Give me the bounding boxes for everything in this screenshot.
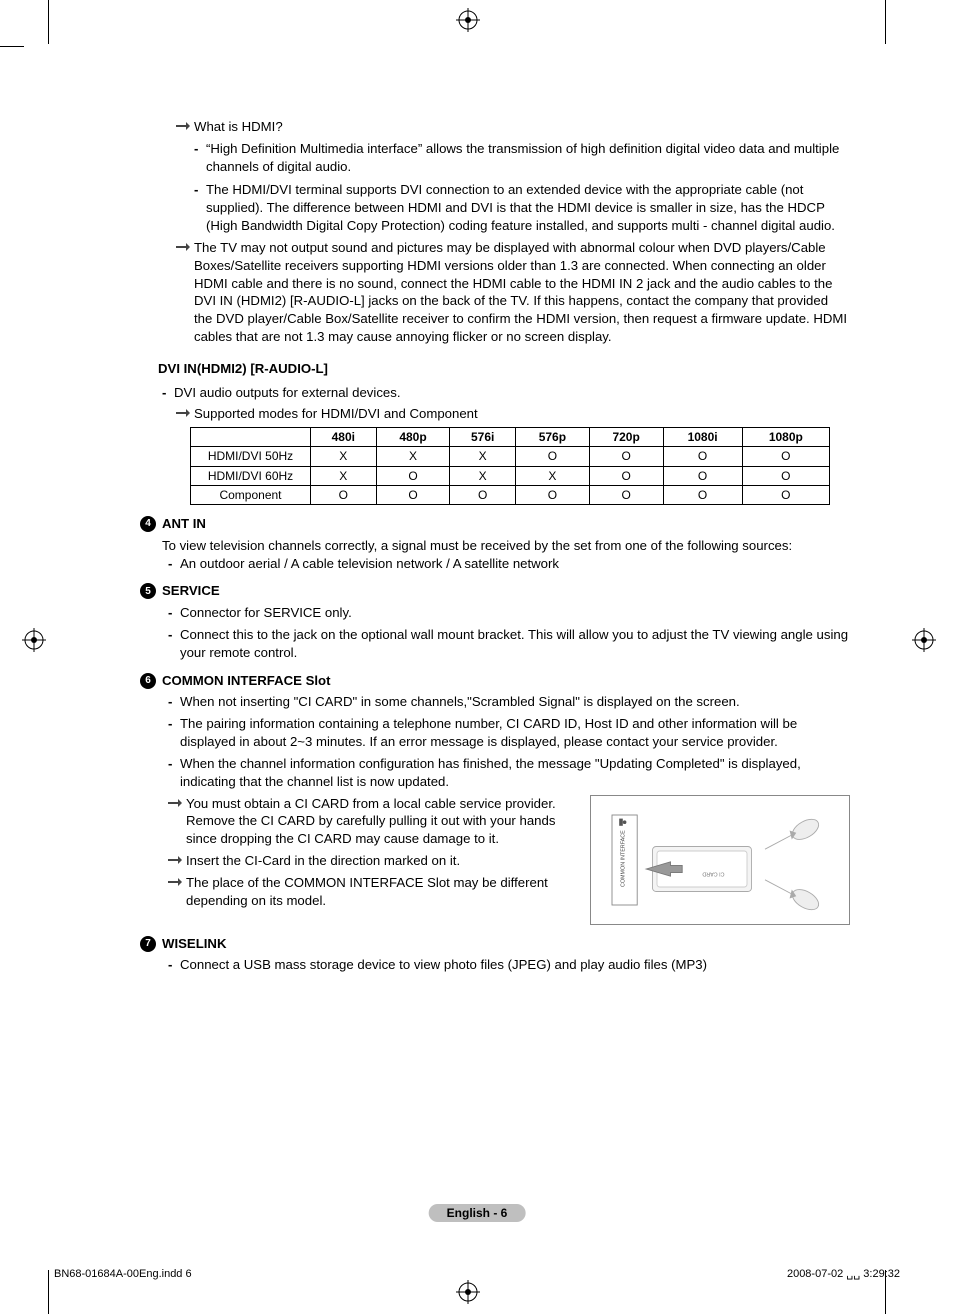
- dvi-bullet: DVI audio outputs for external devices.: [174, 384, 850, 402]
- service-title: SERVICE: [162, 582, 220, 600]
- ci-note2: Insert the CI-Card in the direction mark…: [186, 852, 580, 870]
- table-row: ComponentOOOOOOO: [191, 485, 830, 504]
- crop-mark: [885, 0, 886, 44]
- ci-b1: When not inserting "CI CARD" in some cha…: [180, 693, 850, 711]
- table-cell: O: [663, 466, 742, 485]
- table-cell: O: [376, 485, 450, 504]
- table-cell: O: [742, 466, 829, 485]
- table-cell: O: [663, 485, 742, 504]
- table-header: 480p: [376, 428, 450, 447]
- dash-bullet-icon: -: [168, 604, 180, 622]
- ci-card-diagram: COMMON INTERFACE CI CARD: [590, 795, 850, 925]
- table-cell: O: [589, 447, 663, 466]
- table-header: 720p: [589, 428, 663, 447]
- note-arrow-icon: [168, 874, 186, 910]
- table-cell: X: [376, 447, 450, 466]
- dash-bullet-icon: -: [168, 715, 180, 751]
- table-cell: O: [516, 485, 590, 504]
- dash-bullet-icon: -: [162, 384, 174, 402]
- dash-bullet-icon: -: [168, 755, 180, 791]
- hdmi-question: What is HDMI?: [194, 118, 283, 136]
- ci-b2: The pairing information containing a tel…: [180, 715, 850, 751]
- crop-mark: [48, 1270, 49, 1314]
- table-cell: O: [311, 485, 377, 504]
- hdmi-dvi-note: The HDMI/DVI terminal supports DVI conne…: [206, 181, 850, 234]
- ci-note1: You must obtain a CI CARD from a local c…: [186, 795, 580, 848]
- table-header: [191, 428, 311, 447]
- page-number: English - 6: [429, 1204, 526, 1222]
- table-cell: HDMI/DVI 60Hz: [191, 466, 311, 485]
- table-header: 576i: [450, 428, 516, 447]
- table-cell: X: [450, 466, 516, 485]
- table-cell: O: [742, 447, 829, 466]
- ci-b3: When the channel information configurati…: [180, 755, 850, 791]
- ci-note3: The place of the COMMON INTERFACE Slot m…: [186, 874, 580, 910]
- table-header: 1080i: [663, 428, 742, 447]
- wiselink-b1: Connect a USB mass storage device to vie…: [180, 956, 850, 974]
- footer-filename: BN68-01684A-00Eng.indd 6: [54, 1268, 192, 1280]
- dash-bullet-icon: -: [194, 181, 206, 234]
- table-cell: O: [450, 485, 516, 504]
- table-cell: O: [589, 466, 663, 485]
- section-number-icon: 5: [140, 583, 156, 599]
- table-cell: X: [516, 466, 590, 485]
- table-header: 576p: [516, 428, 590, 447]
- note-arrow-icon: [176, 118, 194, 136]
- table-header: 480i: [311, 428, 377, 447]
- table-cell: O: [742, 485, 829, 504]
- table-cell: O: [663, 447, 742, 466]
- dvi-heading: DVI IN(HDMI2) [R-AUDIO-L]: [140, 360, 850, 378]
- table-cell: Component: [191, 485, 311, 504]
- registration-mark-icon: [456, 1280, 480, 1304]
- table-cell: X: [311, 466, 377, 485]
- table-cell: HDMI/DVI 50Hz: [191, 447, 311, 466]
- wiselink-title: WISELINK: [162, 935, 226, 953]
- ant-title: ANT IN: [162, 515, 206, 533]
- section-number-icon: 6: [140, 673, 156, 689]
- hdmi-warning: The TV may not output sound and pictures…: [194, 239, 850, 346]
- registration-mark-icon: [22, 628, 46, 652]
- dash-bullet-icon: -: [168, 626, 180, 662]
- note-arrow-icon: [168, 852, 186, 870]
- note-arrow-icon: [176, 405, 194, 423]
- section-number-icon: 4: [140, 516, 156, 532]
- modes-note: Supported modes for HDMI/DVI and Compone…: [194, 405, 478, 423]
- ant-intro: To view television channels correctly, a…: [140, 537, 850, 555]
- dash-bullet-icon: -: [168, 555, 180, 573]
- ant-bullet: An outdoor aerial / A cable television n…: [180, 555, 850, 573]
- table-cell: O: [516, 447, 590, 466]
- footer-timestamp: 2008-07-02 ␣␣ 3:29:32: [787, 1267, 900, 1280]
- table-cell: O: [589, 485, 663, 504]
- crop-mark: [0, 46, 24, 47]
- table-row: HDMI/DVI 60HzXOXXOOO: [191, 466, 830, 485]
- table-cell: O: [376, 466, 450, 485]
- registration-mark-icon: [912, 628, 936, 652]
- section-number-icon: 7: [140, 936, 156, 952]
- dash-bullet-icon: -: [194, 140, 206, 176]
- table-cell: X: [311, 447, 377, 466]
- page-content: What is HDMI? - “High Definition Multime…: [140, 118, 850, 978]
- service-b1: Connector for SERVICE only.: [180, 604, 850, 622]
- dash-bullet-icon: -: [168, 693, 180, 711]
- modes-table: 480i480p576i576p720p1080i1080p HDMI/DVI …: [190, 427, 830, 505]
- registration-mark-icon: [456, 8, 480, 32]
- table-cell: X: [450, 447, 516, 466]
- table-row: HDMI/DVI 50HzXXXOOOO: [191, 447, 830, 466]
- note-arrow-icon: [168, 795, 186, 848]
- dash-bullet-icon: -: [168, 956, 180, 974]
- ci-label-left: COMMON INTERFACE: [621, 829, 627, 886]
- table-header: 1080p: [742, 428, 829, 447]
- ci-title: COMMON INTERFACE Slot: [162, 672, 331, 690]
- note-arrow-icon: [176, 239, 194, 346]
- crop-mark: [48, 0, 49, 44]
- hdmi-definition: “High Definition Multimedia interface” a…: [206, 140, 850, 176]
- ci-card-label: CI CARD: [702, 870, 724, 876]
- service-b2: Connect this to the jack on the optional…: [180, 626, 850, 662]
